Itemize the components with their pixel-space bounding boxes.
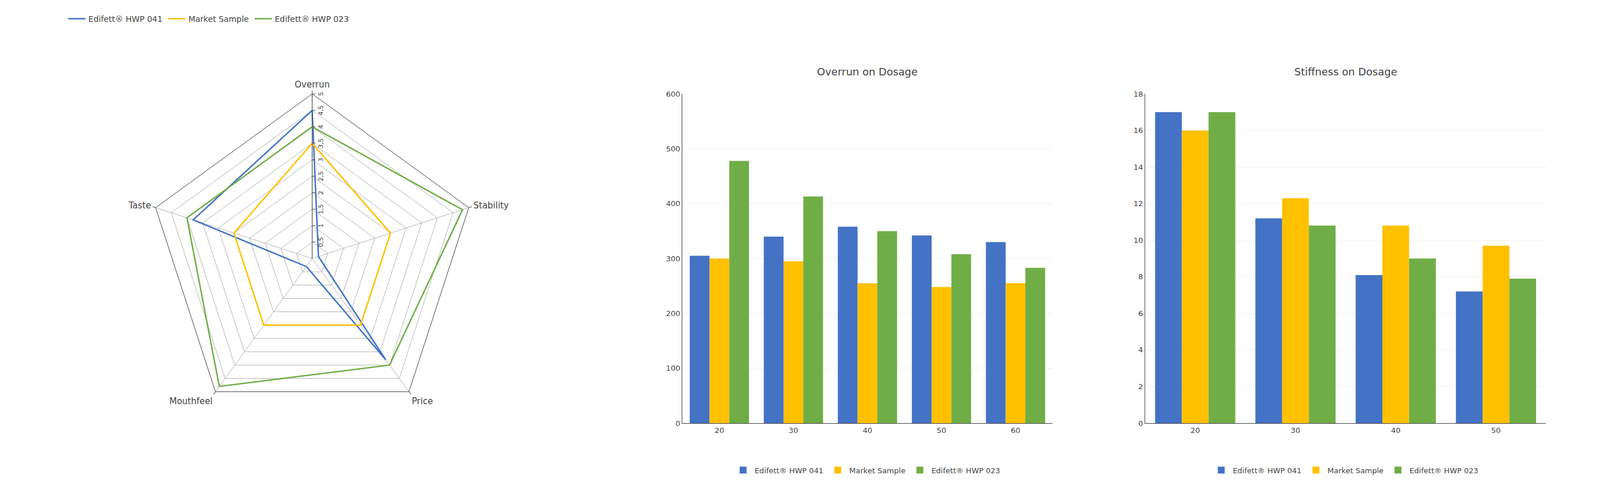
svg-text:4,5: 4,5 (317, 105, 325, 116)
svg-text:5: 5 (317, 92, 325, 97)
svg-text:400: 400 (666, 199, 681, 208)
svg-text:100: 100 (666, 363, 681, 373)
svg-text:Mouthfeel: Mouthfeel (169, 396, 213, 407)
svg-text:40: 40 (1391, 426, 1401, 435)
svg-text:200: 200 (666, 309, 681, 318)
svg-text:2: 2 (1138, 382, 1143, 391)
svg-text:3: 3 (317, 157, 325, 162)
svg-text:Taste: Taste (127, 200, 151, 211)
svg-text:50: 50 (936, 426, 947, 435)
svg-text:Market Sample: Market Sample (849, 466, 906, 475)
svg-text:Edifett® HWP 023: Edifett® HWP 023 (274, 14, 349, 24)
svg-text:3,5: 3,5 (317, 138, 325, 149)
svg-text:18: 18 (1133, 89, 1144, 99)
svg-text:Edifett® HWP 041: Edifett® HWP 041 (1232, 466, 1302, 475)
svg-text:Stiffness on Dosage: Stiffness on Dosage (1294, 65, 1398, 78)
svg-text:6: 6 (1138, 309, 1143, 318)
svg-text:Edifett® HWP 023: Edifett® HWP 023 (1409, 466, 1478, 475)
svg-text:20: 20 (714, 426, 725, 435)
svg-text:30: 30 (1290, 426, 1301, 435)
svg-text:0,5: 0,5 (317, 237, 325, 248)
svg-text:20: 20 (1190, 426, 1201, 435)
svg-text:60: 60 (1011, 426, 1021, 435)
svg-text:4: 4 (317, 124, 325, 129)
svg-text:600: 600 (666, 89, 681, 99)
svg-text:1: 1 (317, 223, 325, 228)
svg-text:Edifett® HWP 041: Edifett® HWP 041 (88, 14, 163, 24)
svg-text:Edifett® HWP 023: Edifett® HWP 023 (931, 466, 1001, 475)
svg-text:1,5: 1,5 (317, 204, 325, 215)
svg-text:8: 8 (1138, 272, 1143, 281)
svg-text:16: 16 (1133, 126, 1144, 135)
svg-text:300: 300 (666, 254, 681, 264)
svg-text:500: 500 (666, 144, 681, 154)
svg-text:12: 12 (1133, 199, 1144, 208)
svg-text:30: 30 (788, 426, 799, 435)
svg-text:Price: Price (411, 396, 433, 407)
svg-text:2: 2 (317, 190, 325, 195)
svg-text:4: 4 (1138, 345, 1143, 355)
svg-text:0: 0 (675, 419, 680, 428)
svg-text:Overrun on Dosage: Overrun on Dosage (816, 65, 918, 78)
svg-text:0: 0 (1138, 419, 1143, 428)
svg-text:10: 10 (1133, 236, 1144, 245)
svg-text:50: 50 (1491, 426, 1501, 435)
svg-text:Market Sample: Market Sample (1327, 466, 1385, 475)
svg-text:40: 40 (862, 426, 873, 435)
svg-text:14: 14 (1133, 162, 1144, 172)
svg-text:2,5: 2,5 (317, 170, 325, 182)
svg-text:Edifett® HWP 041: Edifett® HWP 041 (754, 466, 824, 475)
svg-text:Overrun: Overrun (294, 79, 330, 90)
svg-text:Market Sample: Market Sample (188, 14, 249, 24)
svg-text:Stability: Stability (473, 200, 509, 211)
